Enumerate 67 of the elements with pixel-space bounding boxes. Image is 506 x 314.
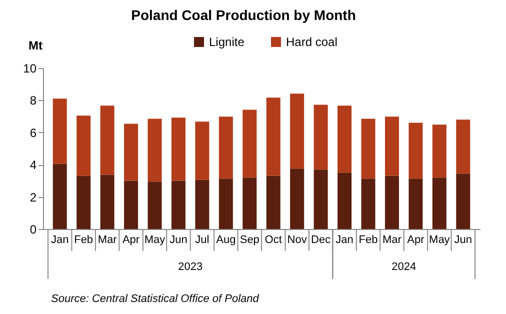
text: 2023 bbox=[178, 261, 203, 273]
bar bbox=[242, 178, 257, 229]
chart-title: Poland Coal Production by Month bbox=[131, 7, 356, 23]
bar bbox=[242, 110, 257, 178]
bar bbox=[456, 174, 470, 229]
bar bbox=[195, 180, 210, 229]
source-note: Source: Central Statistical Office of Poland bbox=[51, 293, 260, 305]
x-tick-label: Nov bbox=[287, 234, 308, 246]
bar bbox=[408, 178, 423, 229]
bar bbox=[124, 180, 138, 229]
bar bbox=[314, 170, 328, 229]
bar bbox=[432, 124, 446, 178]
bar bbox=[432, 178, 446, 229]
bar bbox=[266, 98, 280, 176]
bar bbox=[76, 116, 91, 176]
x-tick-label: Sep bbox=[240, 234, 260, 246]
bar bbox=[314, 104, 328, 170]
x-tick-label: Apr bbox=[407, 234, 425, 246]
legend-label: Hard coal bbox=[286, 35, 338, 49]
x-tick-label: Jun bbox=[170, 234, 188, 246]
y-tick-label: 8 bbox=[30, 94, 37, 108]
bar bbox=[266, 176, 280, 229]
bar bbox=[171, 118, 186, 181]
bar bbox=[218, 178, 233, 229]
x-tick-label: Feb bbox=[74, 234, 94, 246]
x-tick-label: Mar bbox=[382, 234, 402, 246]
bar bbox=[171, 180, 186, 229]
y-tick-label: 4 bbox=[30, 158, 37, 172]
bar bbox=[76, 176, 91, 229]
x-tick-label: Jan bbox=[50, 234, 69, 246]
bar bbox=[361, 178, 376, 229]
legend-label: Lignite bbox=[209, 35, 245, 49]
bar bbox=[384, 116, 399, 176]
x-tick-label: Oct bbox=[264, 234, 282, 246]
bar bbox=[195, 122, 210, 180]
bar bbox=[148, 118, 162, 182]
bar bbox=[456, 120, 470, 174]
bar bbox=[290, 168, 304, 229]
bar bbox=[361, 118, 376, 179]
x-tick-label: Feb bbox=[358, 234, 378, 246]
bar bbox=[52, 98, 67, 164]
y-tick-label: 2 bbox=[30, 190, 37, 204]
x-tick-label: May bbox=[429, 234, 450, 246]
x-tick-label: Dec bbox=[311, 234, 332, 246]
y-tick-label: 0 bbox=[30, 222, 37, 236]
bar bbox=[338, 106, 352, 173]
x-tick-label: Apr bbox=[122, 234, 140, 246]
y-axis-title: Mt bbox=[28, 38, 42, 52]
x-tick-label: Jan bbox=[336, 234, 354, 246]
bar bbox=[100, 174, 114, 229]
bar bbox=[100, 106, 114, 175]
text: 2024 bbox=[392, 261, 416, 273]
x-tick-label: May bbox=[144, 234, 166, 246]
bar bbox=[384, 176, 399, 229]
bar bbox=[124, 124, 138, 181]
bar bbox=[52, 164, 67, 229]
x-tick-label: Aug bbox=[216, 234, 236, 246]
bar bbox=[218, 116, 233, 179]
bar bbox=[338, 172, 352, 229]
bar bbox=[290, 94, 304, 169]
bar bbox=[408, 122, 423, 179]
bar bbox=[148, 182, 162, 229]
x-tick-label: Jul bbox=[195, 234, 210, 246]
y-tick-label: 6 bbox=[30, 126, 37, 140]
x-tick-label: Jun bbox=[454, 234, 472, 246]
y-tick-label: 10 bbox=[23, 62, 37, 76]
x-tick-label: Mar bbox=[98, 234, 118, 246]
